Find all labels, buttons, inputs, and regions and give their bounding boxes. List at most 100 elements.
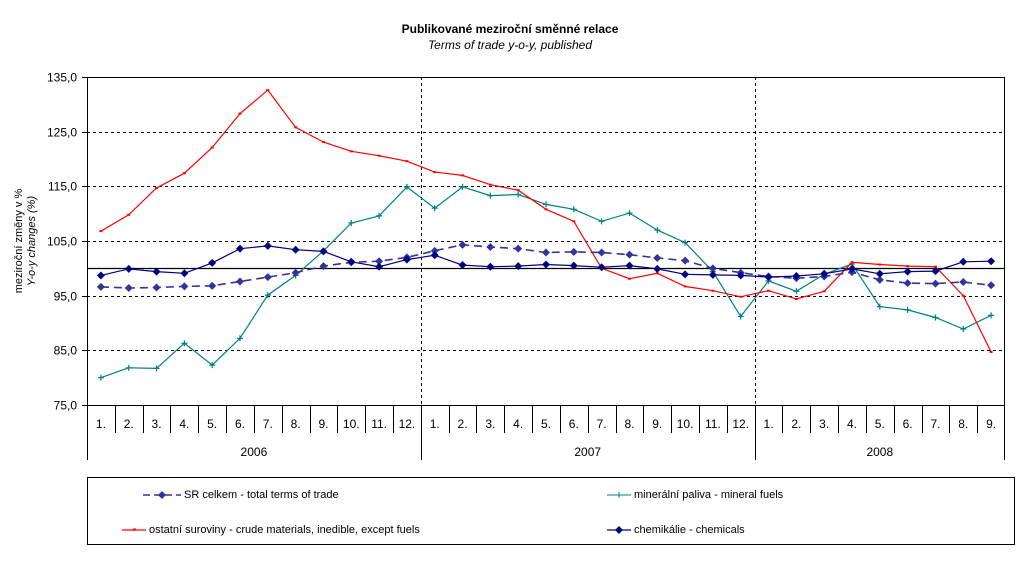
y-tick-label: 125,0 <box>47 126 77 140</box>
data-point <box>792 271 801 280</box>
data-point <box>625 261 634 270</box>
x-tick-label: 10. <box>677 417 694 431</box>
legend-label-fuels: minerální paliva - mineral fuels <box>634 489 784 501</box>
data-point <box>988 312 995 319</box>
data-point <box>903 279 912 288</box>
data-point <box>180 282 189 291</box>
x-year-label: 2006 <box>241 445 268 459</box>
x-tick-label: 8. <box>291 417 301 431</box>
data-point <box>376 212 383 219</box>
series-lines <box>96 89 996 381</box>
data-point <box>987 281 996 290</box>
data-point <box>430 251 439 260</box>
x-tick-label: 7. <box>930 417 940 431</box>
legend-item-chemicals: chemikálie - chemicals <box>607 523 745 537</box>
data-point <box>458 240 467 249</box>
legend-label-total: SR celkem - total terms of trade <box>184 489 339 501</box>
data-point <box>820 269 829 278</box>
data-point <box>933 265 937 268</box>
data-point <box>653 264 662 273</box>
x-tick-label: 9. <box>318 417 328 431</box>
data-point <box>348 219 355 226</box>
x-tick-label: 11. <box>371 417 387 431</box>
legend-item-crude: ostatní suroviny - crude materials, ined… <box>122 523 420 537</box>
data-point <box>655 272 659 275</box>
data-point <box>96 282 105 291</box>
data-point <box>683 285 687 288</box>
x-year-label: 2008 <box>866 445 893 459</box>
x-tick-label: 8. <box>624 417 634 431</box>
legend-label-crude: ostatní suroviny - crude materials, ined… <box>149 524 420 536</box>
y-tick-label: 135,0 <box>47 71 77 85</box>
data-point <box>319 262 328 271</box>
data-point <box>403 183 410 190</box>
data-point <box>433 171 437 174</box>
data-point <box>124 264 133 273</box>
x-tick-label: 12. <box>732 417 749 431</box>
axes <box>82 77 1005 460</box>
data-point <box>793 288 800 295</box>
data-point <box>875 275 884 284</box>
data-point <box>878 263 882 266</box>
legend-swatch-crude <box>122 528 146 531</box>
data-point <box>904 306 911 313</box>
data-point <box>124 284 133 293</box>
data-point <box>96 271 105 280</box>
data-point <box>572 220 576 223</box>
data-point <box>875 269 884 278</box>
legend-item-fuels: minerální paliva - mineral fuels <box>607 488 783 502</box>
data-point <box>542 260 550 269</box>
x-tick-label: 2. <box>458 417 468 431</box>
data-point <box>486 262 495 271</box>
y-tick-label: 105,0 <box>47 235 77 249</box>
data-point <box>625 250 634 259</box>
data-point <box>377 154 381 157</box>
data-point <box>764 273 773 282</box>
data-point <box>208 258 217 267</box>
data-point <box>209 362 216 369</box>
data-point <box>97 374 104 381</box>
data-point <box>210 146 214 149</box>
data-point <box>570 206 577 213</box>
chart-subtitle: Terms of trade y-o-y, published <box>427 38 593 52</box>
data-point <box>681 256 690 265</box>
x-tick-label: 3. <box>152 417 162 431</box>
data-point <box>266 89 270 92</box>
x-tick-label: 2. <box>124 417 134 431</box>
data-point <box>153 365 160 372</box>
data-point <box>236 244 244 253</box>
data-point <box>903 267 912 276</box>
x-tick-label: 1. <box>430 417 440 431</box>
data-point <box>488 183 492 186</box>
y-axis-label-en: Y-o-y changes (%) <box>26 196 38 287</box>
data-point <box>155 186 159 189</box>
x-tick-label: 6. <box>903 417 913 431</box>
data-point <box>125 364 132 371</box>
x-tick-label: 4. <box>847 417 857 431</box>
data-point <box>516 189 520 192</box>
data-point <box>263 241 272 250</box>
data-point <box>402 255 411 264</box>
x-tick-label: 6. <box>235 417 245 431</box>
data-point <box>514 262 523 271</box>
data-point <box>180 269 189 278</box>
legend-item-total: SR celkem - total terms of trade <box>143 488 339 502</box>
data-point <box>291 245 300 254</box>
data-point <box>319 247 328 256</box>
x-tick-label: 9. <box>986 417 996 431</box>
x-tick-label: 8. <box>958 417 968 431</box>
series-3 <box>96 241 996 282</box>
data-point <box>597 263 606 272</box>
data-point <box>152 267 161 276</box>
data-point <box>627 277 631 280</box>
data-point <box>961 294 965 297</box>
x-tick-label: 9. <box>652 417 662 431</box>
legend-swatch-chemicals <box>607 526 631 534</box>
plot-border <box>87 77 1005 406</box>
y-axis-label: meziroční změny v % <box>13 189 25 294</box>
x-tick-labels: 2006 2007 2008 1. 2. 3. 4. 5. 6. 7. 8. 9. 10. 11. 12. 1… <box>96 417 996 459</box>
data-point <box>542 248 550 257</box>
x-tick-label: 2. <box>791 417 801 431</box>
data-point <box>294 126 298 129</box>
